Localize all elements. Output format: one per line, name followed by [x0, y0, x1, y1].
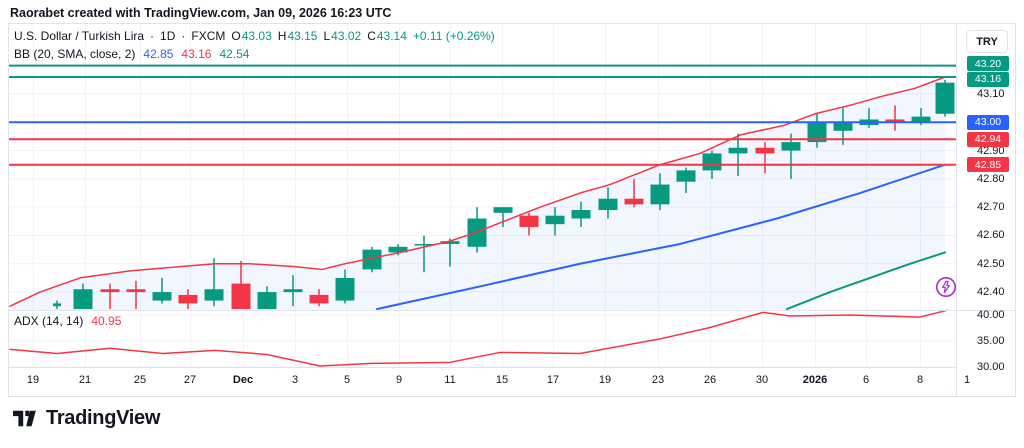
currency-scale-button[interactable]: TRY [966, 30, 1008, 53]
bb-lower-value: 42.54 [219, 47, 250, 61]
legend-separator: · [150, 29, 155, 43]
time-tick-label: 3 [291, 374, 299, 386]
attribution-text: Raorabet created with TradingView.com, J… [10, 6, 392, 20]
price-tick-label: 42.40 [977, 286, 1005, 299]
price-tick-label: 35.00 [977, 335, 1005, 347]
interval-label: 1D [160, 29, 176, 43]
bb-basis-value: 42.85 [143, 47, 174, 61]
price-tick-label: 42.70 [977, 201, 1005, 214]
time-tick-label: 15 [495, 374, 509, 386]
exchange-label: FXCM [191, 29, 226, 43]
bb-upper-value: 43.16 [181, 47, 212, 61]
time-tick-label: 21 [78, 374, 92, 386]
time-axis[interactable]: 19 21 25 27 Dec 3 5 9 11 15 17 19 23 26 30 2026 6 8 1 [0, 370, 1024, 394]
bb-label: BB (20, SMA, close, 2) [14, 47, 136, 61]
time-tick-label: 19 [26, 374, 40, 386]
price-tick-label: 42.80 [977, 172, 1005, 185]
tradingview-logo: TradingView [13, 407, 160, 430]
ohlc-open: O 43.03 [231, 29, 272, 43]
price-level-badge: 43.20 [967, 56, 1009, 72]
tradingview-logo-text: TradingView [46, 407, 161, 429]
ohlc-change: +0.11 (+0.26%) [412, 29, 495, 43]
price-scale[interactable]: 43.10 42.90 42.80 42.70 42.60 42.50 42.40 40.00… [956, 23, 1024, 397]
price-tick-label: 43.10 [977, 87, 1005, 100]
time-tick-label: 25 [133, 374, 147, 386]
symbol-legend[interactable]: U.S. Dollar / Turkish Lira · 1D · FXCM O… [14, 29, 495, 43]
time-tick-label: 1 [963, 374, 971, 386]
legend-separator: · [181, 29, 186, 43]
time-tick-label: 2026 [802, 374, 828, 386]
price-tick-label: 42.90 [977, 144, 1005, 157]
bb-indicator-legend[interactable]: BB (20, SMA, close, 2) 42.85 43.16 42.54 [14, 47, 249, 61]
adx-label: ADX (14, 14) [14, 314, 84, 328]
time-tick-label: 26 [703, 374, 717, 386]
time-tick-label: 30 [755, 374, 769, 386]
price-tick-label: 40.00 [977, 309, 1005, 321]
time-tick-label: Dec [232, 374, 254, 386]
time-tick-label: 9 [395, 374, 403, 386]
tradingview-logo-mark [13, 410, 36, 427]
price-tick-label: 42.60 [977, 229, 1005, 242]
time-tick-label: 11 [444, 374, 456, 386]
price-tick-label: 42.50 [977, 257, 1005, 270]
time-tick-label: 8 [916, 374, 924, 386]
price-level-badge: 43.16 [967, 71, 1009, 87]
time-tick-label: 6 [862, 374, 870, 386]
time-tick-label: 27 [183, 374, 197, 386]
price-tick-label: 30.00 [977, 361, 1005, 373]
time-tick-label: 19 [598, 374, 612, 386]
symbol-name: U.S. Dollar / Turkish Lira [14, 29, 145, 43]
ohlc-close: C 43.14 [367, 29, 407, 43]
ohlc-low: L 43.02 [323, 29, 362, 43]
lightning-marker-icon[interactable] [935, 276, 957, 298]
time-tick-label: 17 [546, 374, 560, 386]
adx-value: 40.95 [91, 314, 122, 328]
price-level-badge: 43.00 [967, 114, 1009, 130]
time-tick-label: 5 [343, 374, 351, 386]
ohlc-high: H 43.15 [277, 29, 318, 43]
price-level-badge: 42.94 [967, 131, 1009, 147]
adx-indicator-legend[interactable]: ADX (14, 14) 40.95 [14, 314, 121, 328]
price-level-badge: 42.85 [967, 157, 1009, 173]
time-tick-label: 23 [651, 374, 665, 386]
